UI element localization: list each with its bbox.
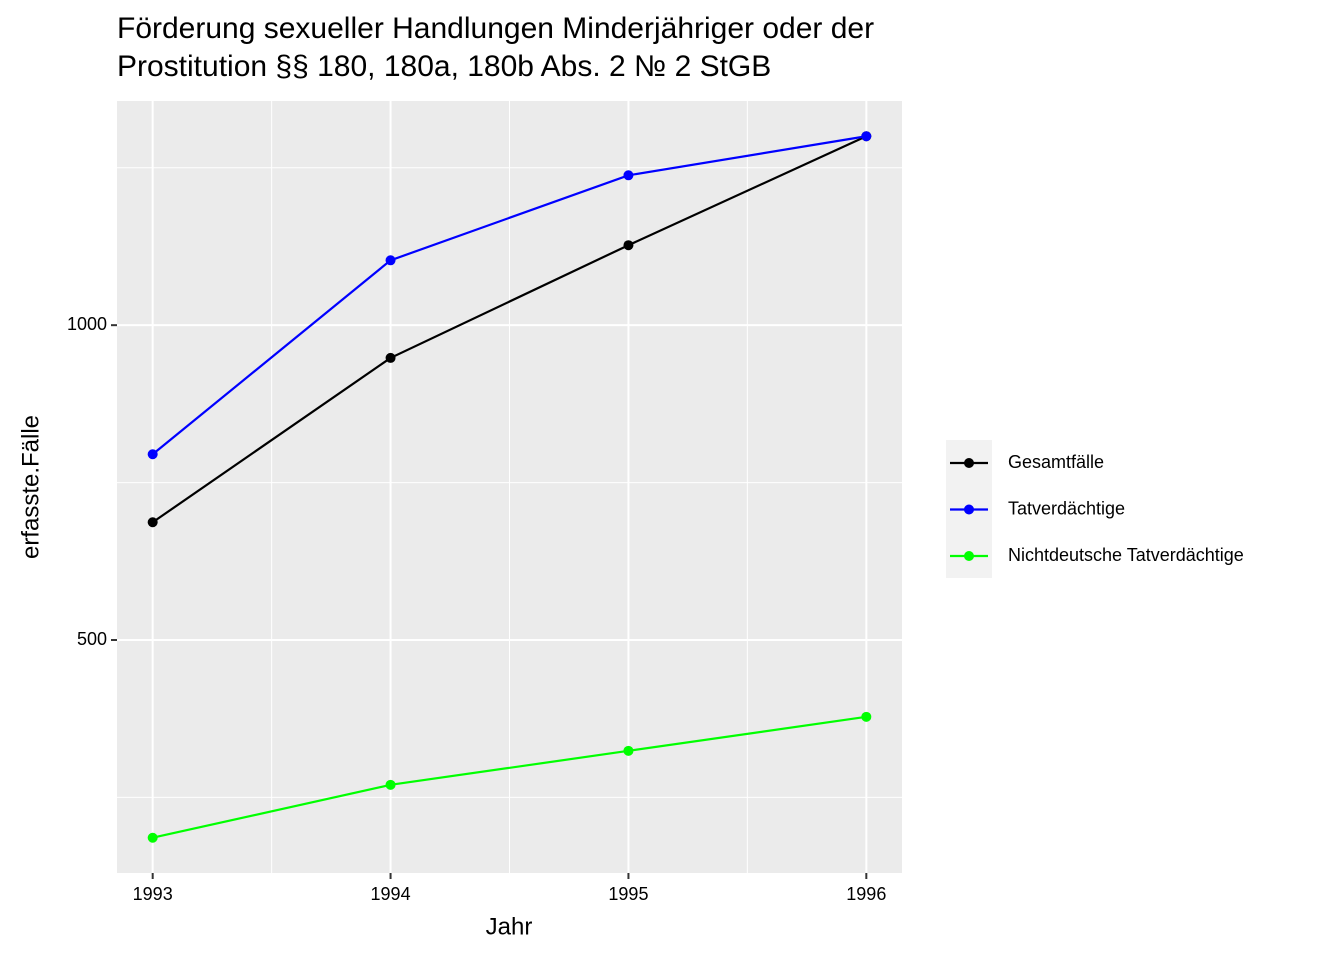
x-tick-label: 1993 bbox=[133, 884, 173, 904]
legend-label: Nichtdeutsche Tatverdächtige bbox=[1008, 545, 1244, 565]
y-tick-label: 500 bbox=[77, 629, 107, 649]
data-point bbox=[623, 240, 634, 251]
data-point bbox=[385, 779, 396, 790]
data-point bbox=[147, 449, 158, 460]
legend-label: Tatverdächtige bbox=[1008, 498, 1125, 518]
x-axis-title: Jahr bbox=[486, 913, 533, 940]
chart-title: Förderung sexueller Handlungen Minderjäh… bbox=[117, 12, 874, 45]
chart-title: Prostitution §§ 180, 180a, 180b Abs. 2 №… bbox=[117, 50, 771, 83]
x-tick-label: 1995 bbox=[608, 884, 648, 904]
data-point bbox=[147, 832, 158, 843]
legend-key-point bbox=[964, 551, 974, 561]
y-axis-title: erfasste.Fälle bbox=[17, 415, 44, 559]
data-point bbox=[861, 131, 872, 142]
data-point bbox=[147, 517, 158, 528]
data-point bbox=[623, 170, 634, 181]
series-line bbox=[152, 715, 867, 839]
series-line bbox=[151, 135, 867, 456]
y-tick-label: 1000 bbox=[67, 314, 107, 334]
legend-key-point bbox=[964, 504, 974, 515]
data-point bbox=[623, 745, 634, 756]
series-line bbox=[152, 135, 867, 524]
data-point bbox=[385, 352, 396, 363]
legend-key-point bbox=[964, 458, 974, 468]
data-point bbox=[385, 255, 396, 266]
legend-label: Gesamtfälle bbox=[1008, 452, 1104, 472]
x-tick-label: 1996 bbox=[846, 884, 886, 904]
x-tick-label: 1994 bbox=[371, 884, 411, 904]
data-point bbox=[861, 711, 872, 722]
